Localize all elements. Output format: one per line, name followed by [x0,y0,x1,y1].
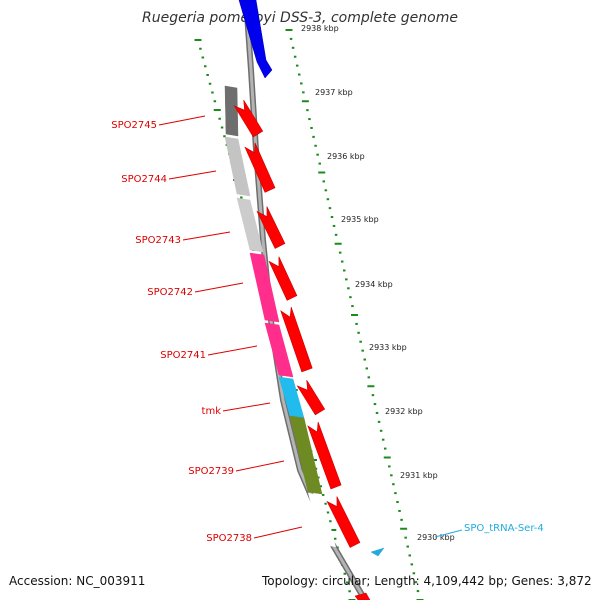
ruler-label: 2938 kbp [301,24,339,33]
gene-label: SPO2742 [147,287,193,298]
ruler-label: 2931 kbp [400,471,438,480]
gene-track [224,0,371,600]
trna-marker [370,547,385,557]
gene-label-leader [194,282,244,293]
gene-label-leader [207,345,258,356]
gene-category-bar [289,415,323,495]
gene-label-leader [235,460,285,472]
accession-text: Accession: NC_003911 [9,574,146,588]
map-title: Ruegeria pomeroyi DSS-3, complete genome [142,10,458,26]
cds-arrow [244,142,276,193]
gene-category-bar [264,322,294,378]
gene-category-bar [224,85,239,137]
gene-label: SPO2744 [121,174,167,185]
cds-arrow [326,496,361,548]
cds-arrow [256,206,286,249]
ruler-labels: 2938 kbp 2937 kbp 2936 kbp 2935 kbp 2934 kbp… [301,24,455,542]
upstream-gene-arrow [238,0,273,79]
topology-text: Topology: circular; Length: 4,109,442 bp… [262,574,592,588]
gene-label: SPO2743 [135,235,181,246]
gene-label: SPO2741 [160,350,206,361]
gene-label-leader [182,231,231,241]
downstream-gene-arrow [354,592,371,600]
gene-label-leader [222,402,271,412]
ruler-label: 2933 kbp [369,343,407,352]
gene-category-bar [224,136,251,197]
cds-arrow [280,307,313,373]
cds-arrow [268,256,298,301]
gene-label: SPO2739 [188,466,234,477]
ruler-label: 2935 kbp [341,215,379,224]
ruler-label: 2937 kbp [315,88,353,97]
gene-label-leader [158,115,206,126]
gene-category-bar [308,493,336,547]
gene-category-bar [236,197,264,253]
gene-label: tmk [202,406,222,417]
ruler-label: 2936 kbp [327,152,365,161]
cds-arrow [296,379,326,416]
trna-feature: SPO_tRNA-Ser-4 [370,523,544,557]
trna-leader [434,529,463,538]
trna-label: SPO_tRNA-Ser-4 [464,523,544,534]
cds-arrow [307,421,342,490]
ruler-label: 2934 kbp [355,280,393,289]
gene-label: SPO2738 [206,533,252,544]
gene-category-bar [249,252,280,323]
gene-label-leader [253,526,303,539]
ruler-label: 2932 kbp [385,407,423,416]
gene-labels: SPO2745 SPO2744 SPO2743 SPO2742 SPO2741 tmk SP… [111,115,303,544]
gene-label-leader [168,170,217,180]
cds-arrow [233,99,264,138]
ruler-label: 2930 kbp [417,533,455,542]
gene-label: SPO2745 [111,120,157,131]
